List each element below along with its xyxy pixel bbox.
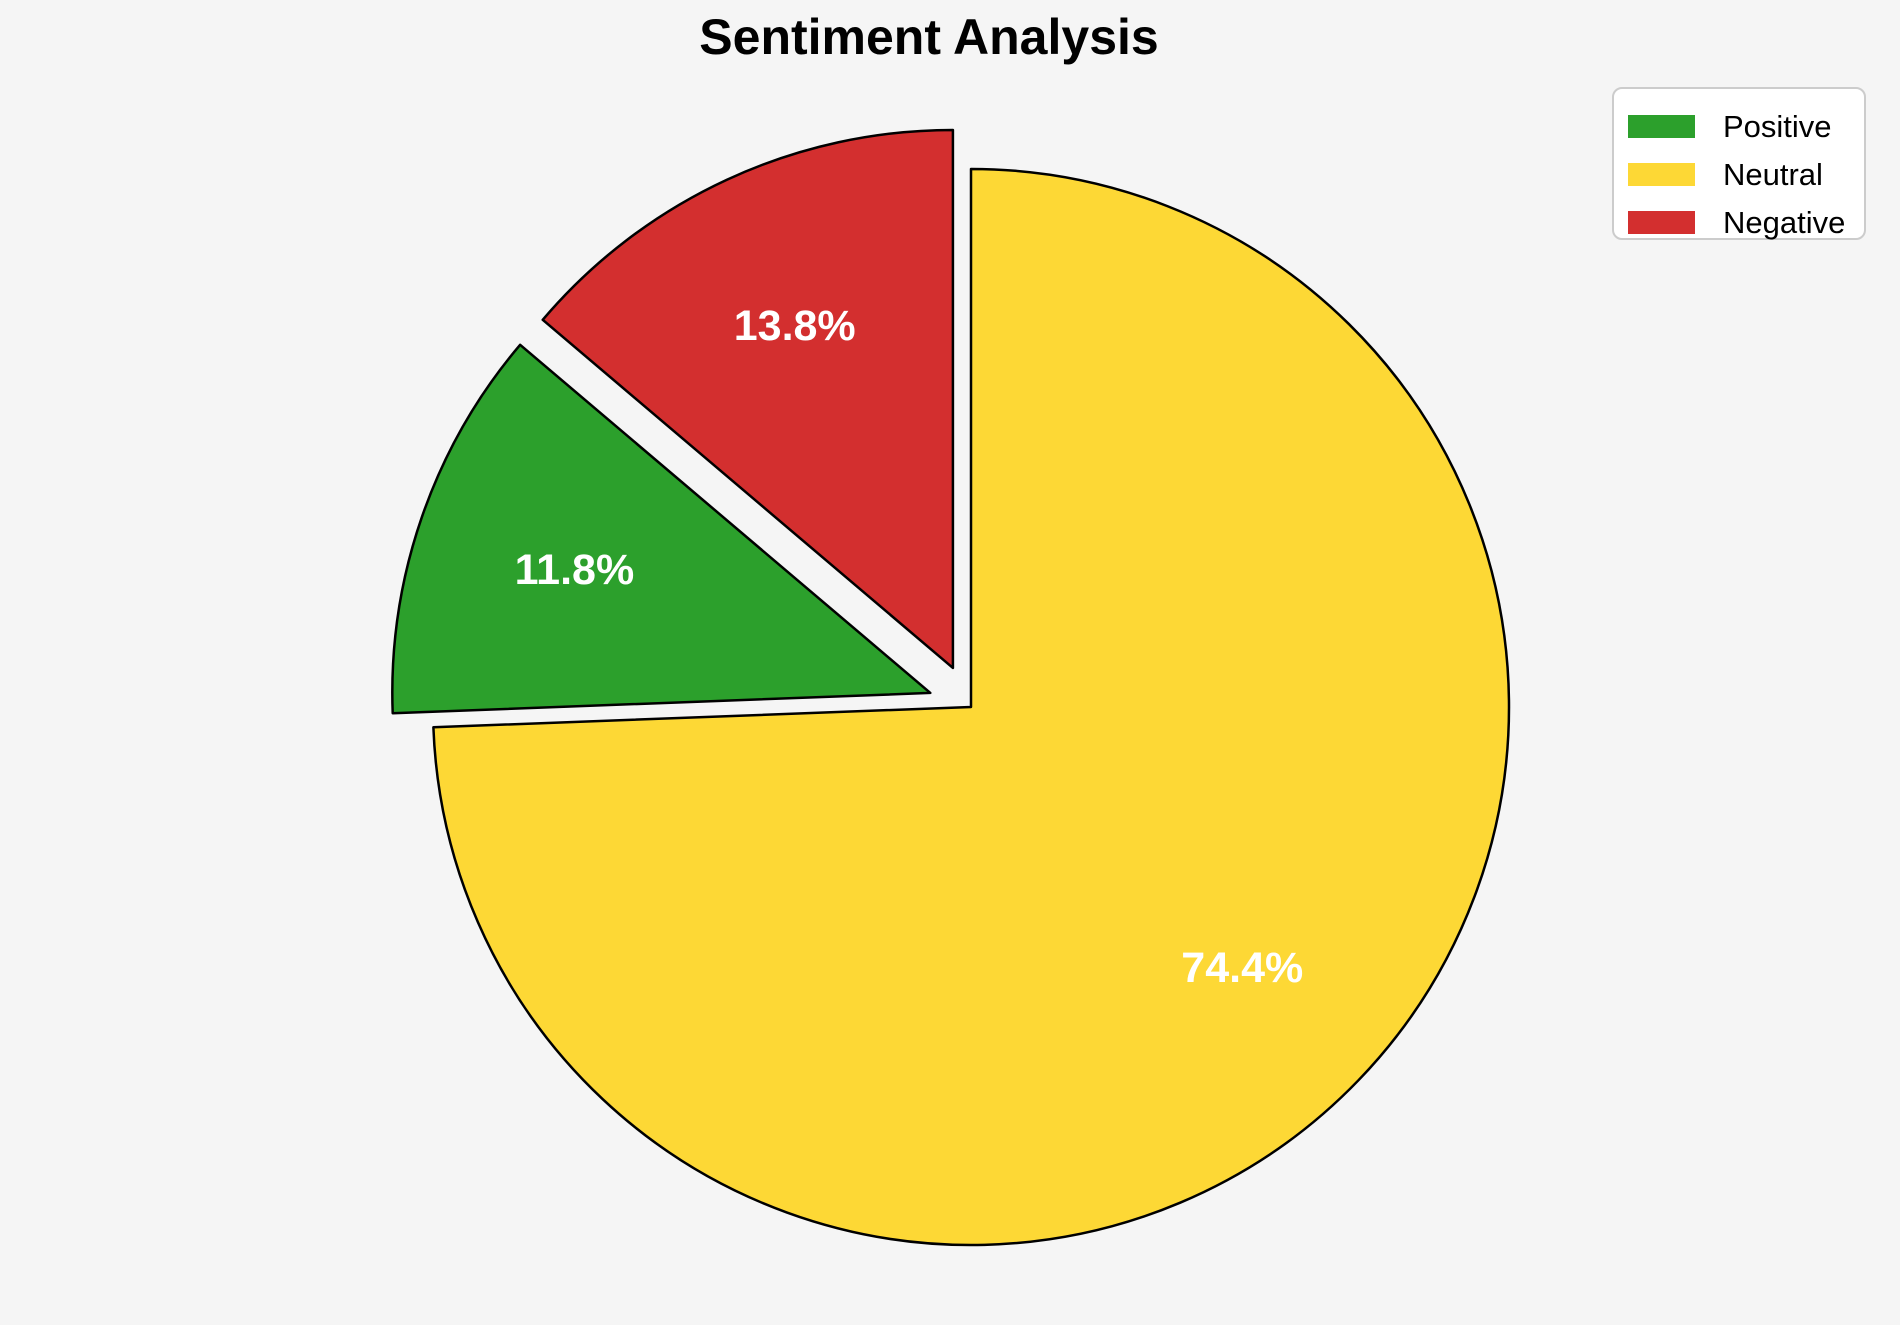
legend-item-positive: Positive [1628,102,1864,150]
legend-item-neutral: Neutral [1628,150,1864,198]
legend-label-positive: Positive [1723,108,1832,144]
legend-label-neutral: Neutral [1723,156,1823,192]
legend-box: Positive Neutral Negative [1612,87,1866,240]
pie-slice-neutral [432,167,1511,1247]
legend-label-negative: Negative [1723,204,1846,240]
legend-item-negative: Negative [1628,198,1864,246]
legend-swatch-positive [1628,114,1695,138]
pie-slice-negative [541,128,955,670]
legend-swatch-negative [1628,210,1695,234]
pct-label-neutral: 74.4% [1181,944,1303,992]
chart-title: Sentiment Analysis [699,9,1159,65]
pie-slice-positive [391,343,932,715]
pct-label-positive: 11.8% [515,546,635,594]
pct-label-negative: 13.8% [734,302,856,350]
legend-swatch-neutral [1628,162,1695,186]
